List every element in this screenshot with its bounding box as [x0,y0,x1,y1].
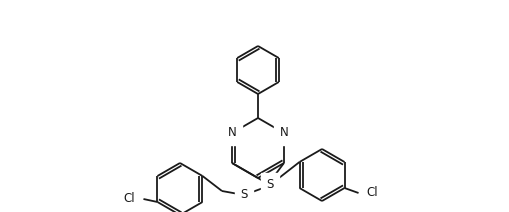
Text: Cl: Cl [366,187,377,199]
Text: N: N [227,127,236,139]
Text: Cl: Cl [124,192,135,205]
Text: S: S [266,179,273,191]
Text: N: N [279,127,288,139]
Text: S: S [240,188,247,201]
